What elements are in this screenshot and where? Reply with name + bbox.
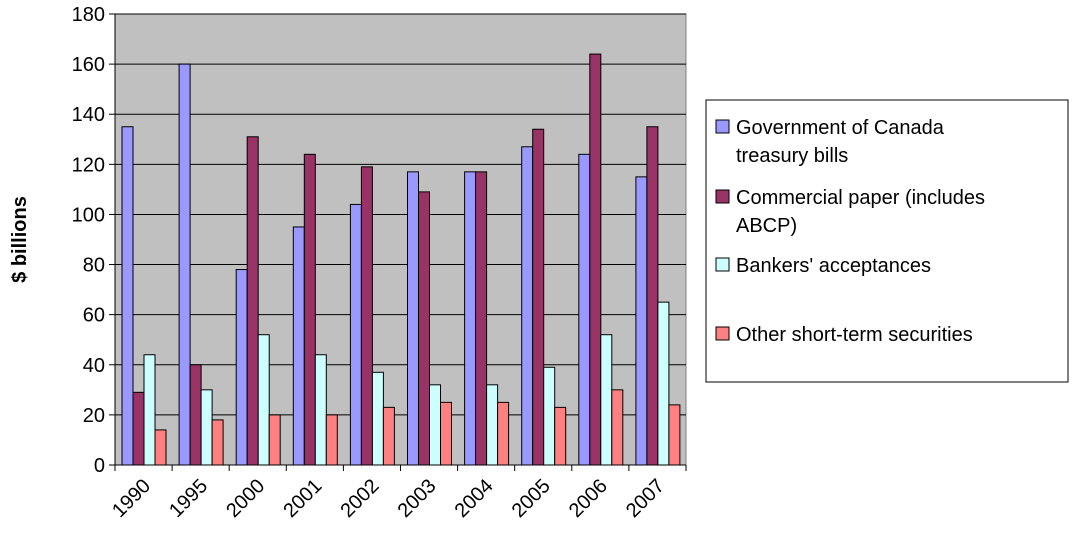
bar xyxy=(143,354,156,466)
bar xyxy=(371,371,384,466)
y-tick-label: 100 xyxy=(72,204,105,226)
x-tick-label: 2004 xyxy=(451,475,498,522)
bar xyxy=(178,63,191,466)
bar xyxy=(440,401,452,466)
legend-label: treasury bills xyxy=(736,145,848,167)
bar xyxy=(497,401,510,466)
legend-swatch xyxy=(715,257,730,272)
bar xyxy=(475,171,488,466)
legend-swatch xyxy=(715,326,730,341)
bar xyxy=(382,406,395,466)
y-tick-label: 120 xyxy=(72,154,105,176)
bar xyxy=(578,153,591,466)
x-tick-label: 2001 xyxy=(279,475,326,522)
x-tick-label: 2002 xyxy=(336,475,383,522)
x-tick-label: 1990 xyxy=(108,475,155,522)
bar xyxy=(268,414,281,466)
bar xyxy=(464,171,477,466)
bar xyxy=(292,226,305,466)
bar xyxy=(418,191,430,466)
x-tick-label: 2000 xyxy=(222,475,269,522)
bar xyxy=(303,153,316,466)
bar xyxy=(589,53,602,466)
bar xyxy=(200,389,213,466)
bar xyxy=(600,334,613,466)
bar xyxy=(543,366,556,466)
bar xyxy=(211,419,224,466)
bar xyxy=(235,269,248,466)
bar xyxy=(314,354,327,466)
x-tick-label: 2005 xyxy=(508,475,555,522)
legend-swatch xyxy=(715,189,730,204)
y-axis-title: $ billions xyxy=(9,196,31,283)
bar xyxy=(407,171,419,466)
y-tick-label: 140 xyxy=(72,104,105,126)
bar xyxy=(486,384,499,466)
bar xyxy=(246,136,259,466)
y-tick-label: 60 xyxy=(83,305,105,327)
legend-label: Commercial paper (includes xyxy=(736,187,985,209)
bar xyxy=(521,146,534,466)
bar xyxy=(154,429,167,466)
y-tick-label: 40 xyxy=(83,355,105,377)
bar xyxy=(657,301,670,466)
legend-box xyxy=(705,99,1069,383)
y-tick-label: 180 xyxy=(72,4,105,26)
y-tick-label: 160 xyxy=(72,54,105,76)
bar xyxy=(611,389,624,466)
bar xyxy=(532,128,545,466)
bar xyxy=(189,364,202,466)
bar xyxy=(121,126,134,466)
x-tick-label: 1995 xyxy=(165,475,212,522)
bar xyxy=(554,406,567,466)
legend-label: Bankers' acceptances xyxy=(736,255,931,277)
y-tick-label: 20 xyxy=(83,405,105,427)
x-tick-label: 2006 xyxy=(565,475,612,522)
bar xyxy=(325,414,338,466)
legend-swatch xyxy=(715,119,730,134)
bar xyxy=(646,126,659,466)
legend-label: Government of Canada xyxy=(736,117,945,139)
y-tick-label: 80 xyxy=(83,255,105,277)
bar xyxy=(349,203,362,466)
bar xyxy=(360,166,373,466)
bar xyxy=(635,176,648,466)
bar xyxy=(668,404,681,466)
legend-label: Other short-term securities xyxy=(736,324,973,346)
y-tick-label: 0 xyxy=(94,455,105,477)
bar xyxy=(429,384,441,466)
x-tick-label: 2007 xyxy=(622,475,669,522)
bar xyxy=(257,334,270,466)
x-tick-label: 2003 xyxy=(394,475,441,522)
legend-label: ABCP) xyxy=(736,215,797,237)
bar xyxy=(132,391,145,466)
